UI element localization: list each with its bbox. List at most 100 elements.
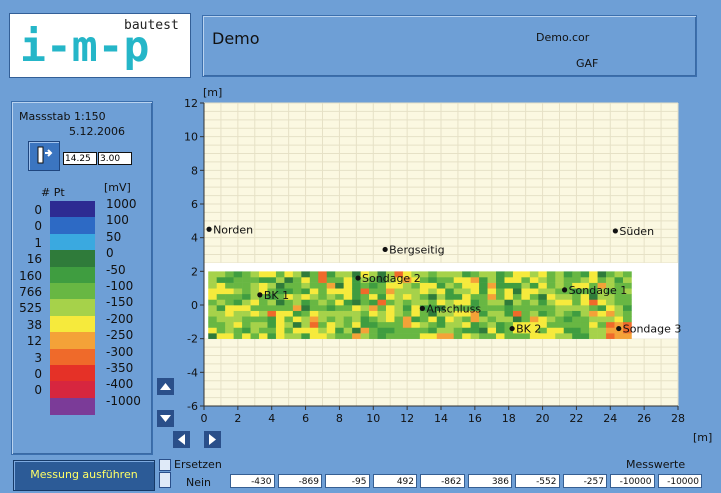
heatmap-cell xyxy=(369,327,378,334)
heatmap-cell xyxy=(580,282,590,289)
heatmap-cell xyxy=(512,277,522,283)
scroll-up-button[interactable] xyxy=(157,378,174,395)
heatmap-cell xyxy=(377,271,387,278)
heatmap-cell xyxy=(292,333,302,339)
heatmap-cell xyxy=(563,271,573,278)
heatmap-cell xyxy=(242,316,251,323)
point-label: BK 1 xyxy=(264,289,289,302)
heatmap-cell xyxy=(301,310,311,317)
heatmap-cell xyxy=(309,327,319,334)
heatmap-cell xyxy=(377,310,387,317)
legend-swatch xyxy=(50,397,95,415)
heatmap-cell xyxy=(479,321,488,328)
y-tick-label: -2 xyxy=(187,333,198,346)
heatmap-cell xyxy=(284,327,294,334)
heatmap-cell xyxy=(216,299,226,306)
heatmap-cell xyxy=(479,333,488,339)
heatmap-cell xyxy=(402,327,412,334)
heatmap-cell xyxy=(402,288,412,295)
heatmap-cell xyxy=(216,282,226,289)
heatmap-cell xyxy=(242,293,251,300)
heatmap-cell xyxy=(369,293,378,300)
heatmap-cell xyxy=(546,305,556,311)
heatmap-cell xyxy=(216,305,226,311)
heatmap-cell xyxy=(208,305,217,311)
heatmap-cell xyxy=(216,293,226,300)
value-field-2[interactable] xyxy=(98,152,132,165)
heatmap-cell xyxy=(419,299,429,306)
heatmap-cell xyxy=(580,305,590,311)
x-tick-label: 18 xyxy=(502,412,516,425)
scroll-right-button[interactable] xyxy=(204,431,221,448)
legend-mv: -250 xyxy=(106,328,134,343)
heatmap-cell xyxy=(208,299,217,306)
heatmap-cell xyxy=(445,271,454,278)
y-tick-label: 8 xyxy=(191,164,198,177)
heatmap-cell xyxy=(385,310,395,317)
run-measurement-button[interactable]: Messung ausführen xyxy=(13,460,155,491)
legend-count: 766 xyxy=(19,285,42,299)
heatmap-cell xyxy=(538,288,548,295)
heatmap-cell xyxy=(267,305,277,311)
replace-toggle[interactable] xyxy=(159,459,171,471)
x-tick-label: 20 xyxy=(536,412,550,425)
heatmap-cell xyxy=(521,282,531,289)
heatmap-cell xyxy=(360,293,370,300)
measurement-value: -10000 xyxy=(610,474,655,488)
heatmap-cell xyxy=(445,277,454,283)
label-marker xyxy=(616,325,622,332)
heatmap-cell xyxy=(462,293,471,300)
heatmap-cell xyxy=(411,333,421,339)
heatmap-cell xyxy=(563,277,573,283)
legend-mv: 100 xyxy=(106,213,129,228)
heatmap-cell xyxy=(394,282,404,289)
heatmap-cell xyxy=(326,305,336,311)
heatmap-cell xyxy=(563,333,573,339)
scroll-down-button[interactable] xyxy=(157,410,174,427)
heatmap-cell xyxy=(572,310,581,317)
heatmap-cell xyxy=(216,310,226,317)
heatmap-cell xyxy=(479,288,488,295)
heatmap-cell xyxy=(250,310,260,317)
heatmap-cell xyxy=(419,316,429,323)
point-label: Süden xyxy=(619,225,654,238)
point-label: Sondage 1 xyxy=(569,284,628,297)
value-field-1[interactable] xyxy=(63,152,97,165)
heatmap-cell xyxy=(377,277,387,283)
heatmap-cell xyxy=(445,282,454,289)
heatmap-cell xyxy=(546,333,556,339)
replace-toggle-lower[interactable] xyxy=(159,472,171,488)
heatmap-cell xyxy=(622,310,632,317)
heatmap-cell xyxy=(606,310,615,317)
heatmap-cell xyxy=(479,293,488,300)
heatmap-cell xyxy=(572,277,581,283)
heatmap-cell xyxy=(267,327,277,334)
heatmap-cell xyxy=(521,271,531,278)
heatmap-cell xyxy=(512,299,522,306)
heatmap-cell xyxy=(529,316,539,323)
heatmap-cell xyxy=(360,282,370,289)
heatmap-cell xyxy=(597,277,607,283)
heatmap-cell xyxy=(216,327,226,334)
heatmap-cell xyxy=(487,327,497,334)
heatmap-cell xyxy=(445,288,454,295)
replace-value: Nein xyxy=(186,476,212,489)
scroll-left-button[interactable] xyxy=(173,431,190,448)
heatmap-cell xyxy=(496,327,505,334)
heatmap-cell xyxy=(394,305,404,311)
heatmap-cell xyxy=(394,333,404,339)
heatmap-cell xyxy=(538,327,548,334)
heatmap-cell xyxy=(343,327,353,334)
heatmap-cell xyxy=(335,282,344,289)
legend-panel: Massstab 1:150 5.12.2006 # Pt [mV] 01000… xyxy=(11,101,153,455)
heatmap-cell xyxy=(428,277,438,283)
export-icon[interactable] xyxy=(28,141,60,171)
legend-count: 0 xyxy=(34,203,42,217)
heatmap-cell xyxy=(614,299,624,306)
heatmap-cell xyxy=(614,310,624,317)
heatmap-cell xyxy=(487,271,497,278)
heatmap-cell xyxy=(326,333,336,339)
heatmap-cell xyxy=(301,327,311,334)
heatmap-cell xyxy=(589,316,598,323)
